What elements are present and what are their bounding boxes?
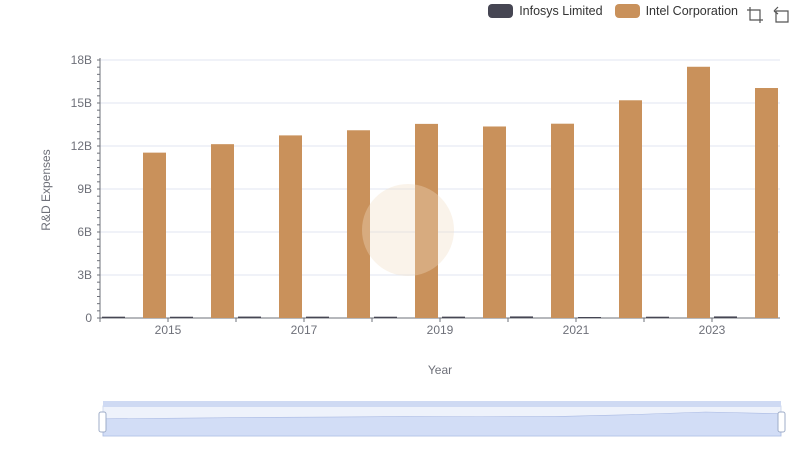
datazoom-handle-left[interactable] [98,411,107,433]
bar-infosys-2023 [714,316,737,318]
x-axis-title: Year [428,363,452,377]
legend-swatch-infosys [488,4,514,18]
legend-label-intel: Intel Corporation [645,4,738,18]
legend-label-infosys: Infosys Limited [519,4,603,18]
zoom-icon[interactable] [746,6,764,24]
bar-infosys-2014 [102,316,125,318]
legend-item-infosys[interactable]: Infosys Limited [488,4,603,18]
x-tick-label: 2023 [699,323,726,337]
y-tick-label: 18B [71,53,92,67]
y-axis-title: R&D Expenses [39,149,53,230]
bar-intel-2018 [415,123,438,318]
bar-intel-2019 [483,126,506,318]
restore-icon[interactable] [772,6,790,24]
legend-swatch-intel [614,4,640,18]
toolbox [746,6,790,24]
bar-infosys-2020 [510,316,533,318]
bar-intel-2015 [211,144,234,318]
legend: Infosys Limited Intel Corporation [488,4,738,18]
bar-infosys-2022 [646,316,669,318]
watermark-logo [362,184,454,276]
bar-intel-2014 [143,152,166,318]
datazoom-handle-right[interactable] [777,411,786,433]
bar-infosys-2019 [442,316,465,318]
bar-intel-2020 [551,123,574,319]
y-tick-label: 6B [77,225,92,239]
y-tick-label: 12B [71,139,92,153]
x-tick-label: 2019 [427,323,454,337]
y-tick-label: 9B [77,182,92,196]
y-tick-label: 0 [85,311,92,325]
bar-intel-2021 [619,100,642,318]
bar-infosys-2018 [374,316,397,318]
bar-infosys-2015 [170,316,193,318]
bar-infosys-2016 [238,316,261,318]
x-tick-label: 2015 [155,323,182,337]
x-tick-label: 2021 [563,323,590,337]
legend-item-intel[interactable]: Intel Corporation [614,4,738,18]
bar-intel-2022 [687,66,710,318]
bar-intel-2017 [347,130,370,318]
datazoom-move-bar [103,401,781,407]
bar-intel-2016 [279,135,302,318]
bar-infosys-2021 [578,317,601,318]
datazoom-preview [102,411,782,437]
y-tick-label: 3B [77,268,92,282]
bar-infosys-2017 [306,316,329,318]
bar-intel-2023 [755,88,778,319]
x-tick-label: 2017 [291,323,318,337]
y-tick-label: 15B [71,96,92,110]
